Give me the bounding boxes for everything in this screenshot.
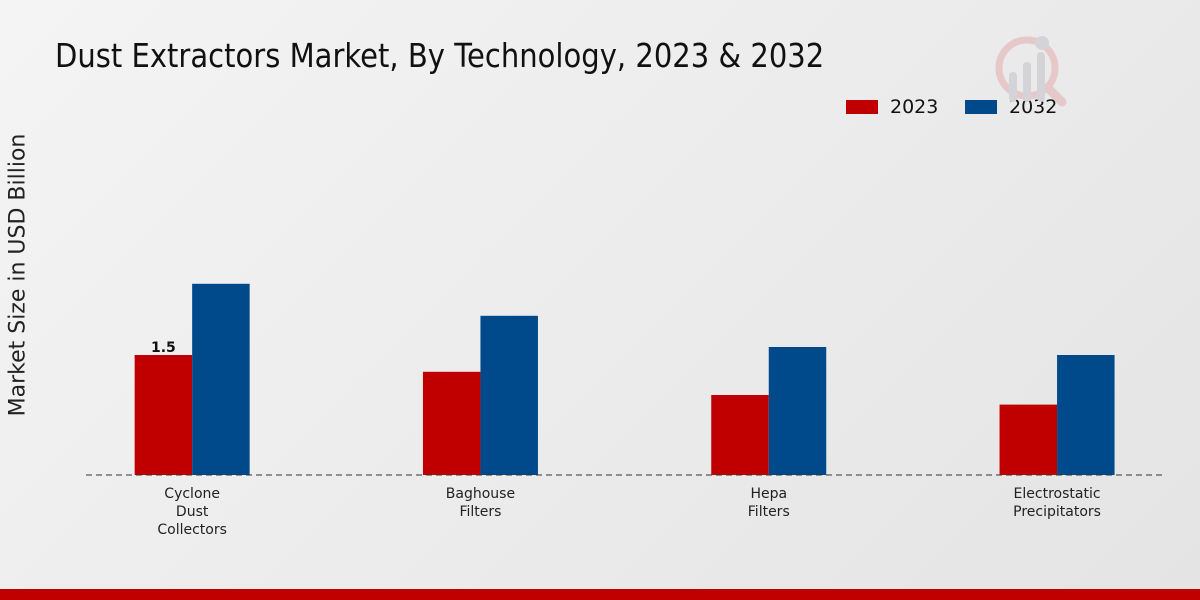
x-tick-label: Filters (748, 504, 790, 520)
x-tick-label: Hepa (750, 486, 787, 502)
x-tick-label: Baghouse (446, 486, 515, 502)
bar-2032-3 (1057, 355, 1115, 475)
bar-2032-1 (480, 315, 538, 475)
legend-item-2023: 2023 (846, 96, 938, 118)
chart-title: Dust Extractors Market, By Technology, 2… (55, 36, 825, 75)
x-tick-label: Collectors (157, 522, 227, 538)
footer-bar (0, 589, 1200, 600)
x-tick-label: Precipitators (1013, 504, 1101, 520)
legend-swatch-2023 (846, 100, 878, 114)
bar-2032-2 (768, 347, 827, 475)
x-tick-label: Cyclone (164, 486, 220, 502)
legend-swatch-2032 (965, 100, 997, 114)
bar-2023-1 (422, 371, 481, 475)
x-tick-label: Filters (459, 504, 501, 520)
bar-2023-0 (134, 355, 193, 475)
bar-2032-0 (192, 283, 250, 475)
x-tick-label: Dust (176, 504, 209, 520)
x-tick-label: Electrostatic (1014, 486, 1101, 502)
legend-label-2023: 2023 (890, 96, 939, 118)
bar-2023-2 (711, 395, 769, 475)
bar-2023-3 (999, 404, 1058, 475)
data-label: 1.5 (151, 340, 176, 356)
